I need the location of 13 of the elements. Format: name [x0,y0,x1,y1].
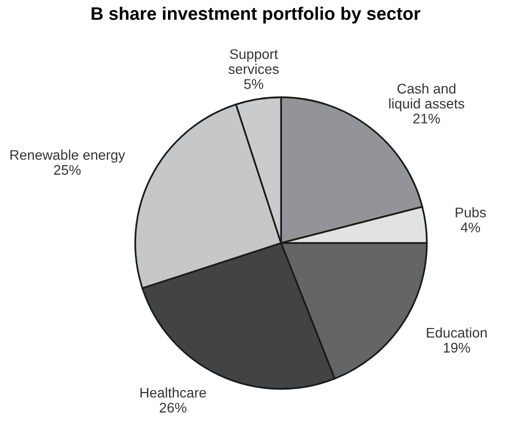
slice-label: Education [426,327,487,338]
chart-title: B share investment portfolio by sector [92,6,420,24]
data-label: 4% [460,222,480,232]
data-label: 21% [413,114,440,124]
slice-label: Pubs [456,207,486,218]
slice-label: Renewable energy [10,150,126,163]
data-label: 26% [160,402,186,413]
slice-label: Healthcare [140,387,206,398]
data-label: 5% [244,79,264,89]
data-label: 25% [54,165,81,175]
slice-label: Cash and liquid assets [389,83,464,112]
data-label: 19% [444,342,470,353]
slice-label: Support services [228,49,279,74]
